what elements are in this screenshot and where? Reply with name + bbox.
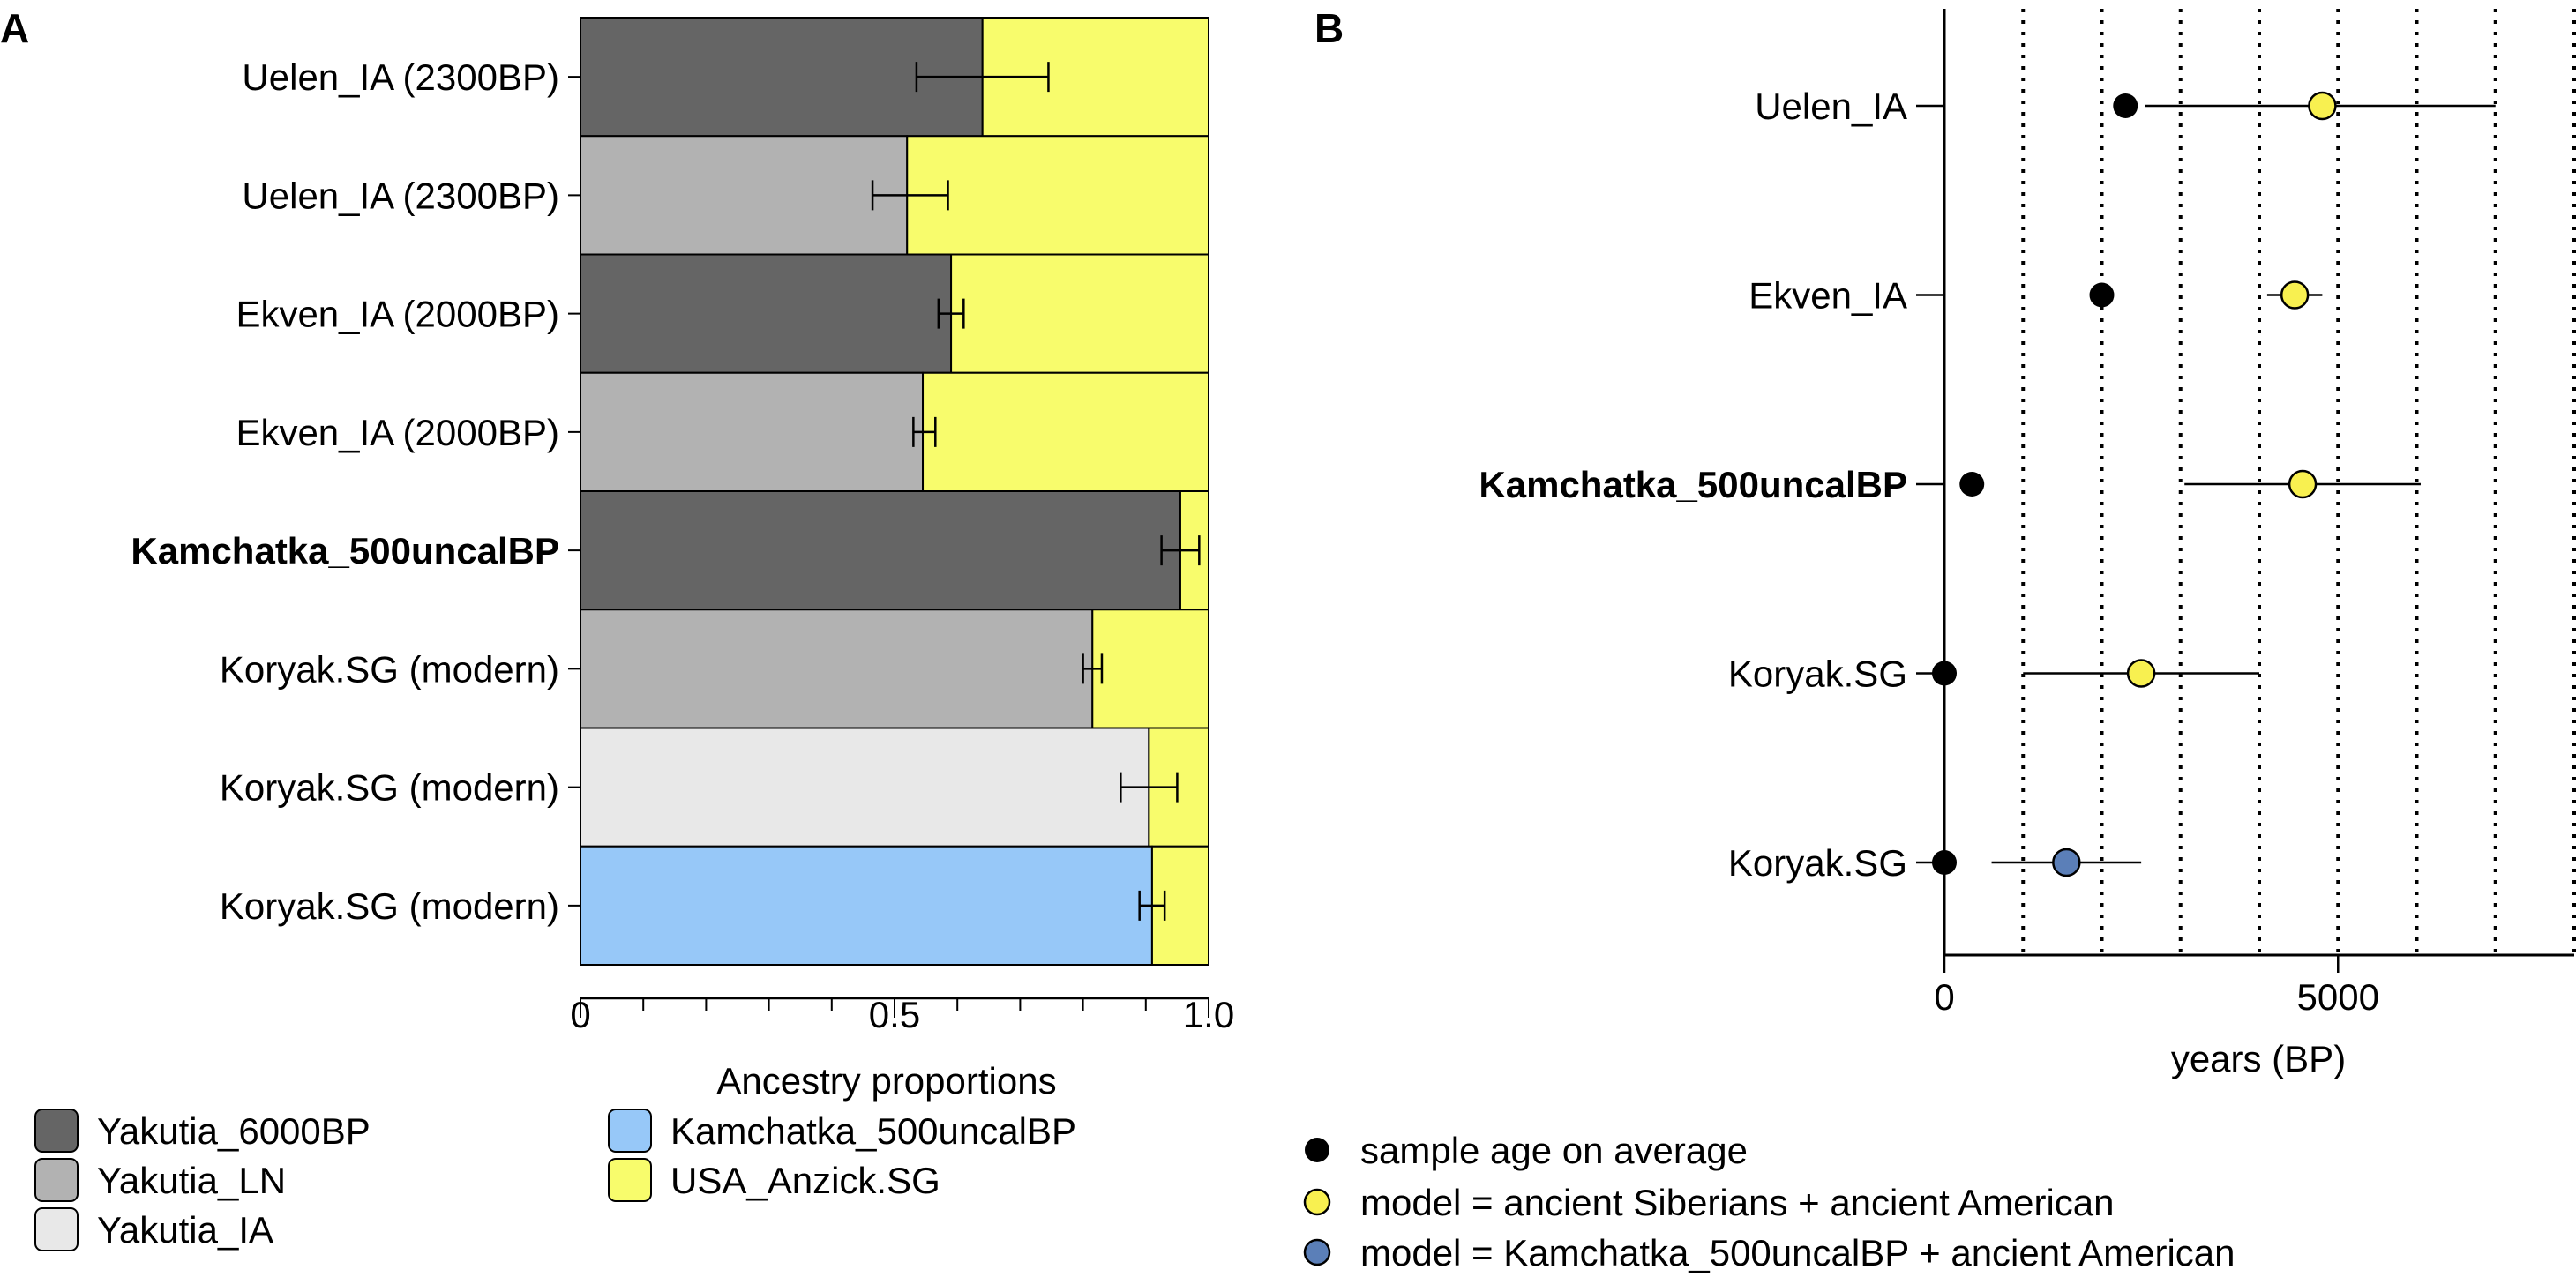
point-sample-age [1959, 472, 1985, 497]
legend-swatch [608, 1109, 652, 1153]
x-tick-label: 0 [570, 994, 590, 1035]
point-siberian-model [2126, 659, 2156, 688]
legend-label: Yakutia_6000BP [97, 1110, 371, 1152]
y-tick-label: Uelen_IA [1755, 86, 1907, 127]
y-tick-label: Ekven_IA [1749, 275, 1907, 317]
x-tick-label: 1.0 [1183, 994, 1234, 1035]
point-siberian-model [2308, 91, 2337, 121]
x-axis-label: Ancestry proportions [716, 1060, 1056, 1102]
x-tick-label: 5000 [2297, 976, 2379, 1018]
bar-segment-anzick [906, 135, 1209, 256]
point-sample-age [2113, 93, 2138, 118]
legend-label: Kamchatka_500uncalBP [670, 1110, 1076, 1152]
legend-marker [1305, 1138, 1329, 1162]
y-tick-label: Koryak.SG (modern) [220, 767, 559, 809]
legend-marker [1303, 1238, 1331, 1266]
legend-label: model = ancient Siberians + ancient Amer… [1360, 1182, 2115, 1223]
legend-label: Yakutia_LN [97, 1160, 286, 1201]
y-tick-label: Ekven_IA (2000BP) [236, 294, 559, 335]
legend-label: sample age on average [1360, 1130, 1748, 1171]
legend-swatch [34, 1207, 79, 1251]
y-tick-label: Koryak.SG [1728, 842, 1907, 884]
y-tick-label: Kamchatka_500uncalBP [1479, 464, 1907, 505]
point-kamchatka-model [2052, 848, 2081, 877]
bar-segment-anzick [1091, 609, 1210, 729]
panel-a-legend: Yakutia_6000BP Yakutia_LN Yakutia_IA Kamcha… [34, 1109, 1076, 1251]
y-tick-label: Koryak.SG (modern) [220, 885, 559, 927]
legend-label: model = Kamchatka_500uncalBP + ancient A… [1360, 1232, 2235, 1273]
point-sample-age [1932, 661, 1957, 686]
bar-segment-siberian [580, 135, 909, 256]
panel-a-letter: A [0, 5, 29, 51]
bar-segment-anzick [950, 253, 1209, 374]
bar-segment-siberian [580, 253, 953, 374]
bar-segment-siberian [580, 845, 1153, 966]
point-sample-age [1932, 850, 1957, 875]
bar-segment-siberian [580, 490, 1181, 611]
y-tick-label: Koryak.SG (modern) [220, 648, 559, 690]
bar-segment-siberian [580, 609, 1094, 729]
legend-swatch [34, 1109, 79, 1153]
point-siberian-model [2280, 280, 2310, 310]
legend-swatch [608, 1158, 652, 1202]
panel-a-bar-chart: Uelen_IA (2300BP) Uelen_IA (2300BP) Ekven_… [131, 17, 1234, 1102]
legend-label: Yakutia_IA [97, 1209, 273, 1251]
y-tick-label: Kamchatka_500uncalBP [131, 530, 559, 571]
bar-segment-siberian [580, 371, 925, 492]
legend-marker [1303, 1188, 1331, 1216]
y-tick-label: Ekven_IA (2000BP) [236, 412, 559, 453]
point-siberian-model [2288, 469, 2318, 499]
x-axis-label: years (BP) [2171, 1038, 2346, 1079]
legend-swatch [34, 1158, 79, 1202]
panel-b-letter: B [1314, 5, 1344, 51]
panel-b-dot-plot: 0 5000 years (BP) Uelen_IA Ekven_IA Kamchatka… [1479, 9, 2576, 1079]
point-sample-age [2089, 282, 2115, 308]
y-tick-label: Uelen_IA (2300BP) [242, 56, 559, 98]
y-tick-label: Uelen_IA (2300BP) [242, 175, 559, 216]
y-tick-label: Koryak.SG [1728, 653, 1907, 695]
bar-segment-anzick [922, 371, 1210, 492]
panel-b-legend: sample age on average model = ancient Sib… [1303, 1130, 2235, 1273]
x-tick-label: 0 [1934, 976, 1954, 1018]
x-tick-label: 0.5 [869, 994, 920, 1035]
bar-segment-siberian [580, 727, 1150, 848]
legend-label: USA_Anzick.SG [670, 1160, 940, 1201]
